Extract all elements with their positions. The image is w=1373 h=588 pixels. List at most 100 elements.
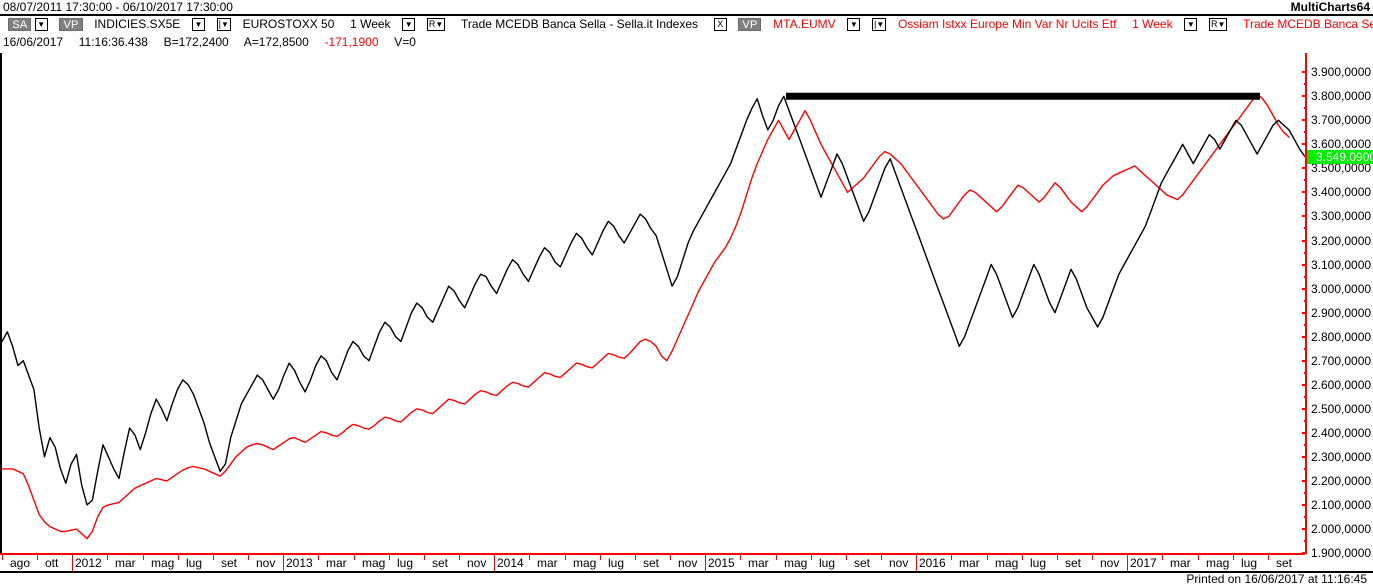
resolution-1-dropdown-button[interactable]: ▼	[402, 18, 416, 32]
date-axis-month-label: set	[1276, 556, 1293, 570]
vp-badge-1[interactable]: VP	[59, 18, 83, 32]
date-axis-year-separator	[283, 555, 284, 571]
price-axis-label: 1.900,0000	[1311, 546, 1372, 560]
date-axis-year-separator	[72, 555, 73, 571]
price-tick	[1302, 71, 1307, 74]
price-axis-label: 3.300,0000	[1311, 209, 1372, 224]
date-axis-month-label: nov	[678, 556, 698, 570]
resolution-2[interactable]: 1 Week	[1132, 17, 1173, 32]
date-axis-month-label: set	[854, 556, 871, 570]
resolution-1[interactable]: 1 Week	[350, 17, 391, 32]
symbol-1[interactable]: INDICIES.SX5E	[94, 17, 181, 32]
date-axis-tick	[811, 555, 812, 560]
price-minor-tick	[1304, 107, 1307, 110]
date-axis-tick	[143, 555, 144, 560]
symbol-2[interactable]: MTA.EUMV	[773, 17, 836, 32]
price-tick	[1302, 455, 1307, 458]
date-axis-year-label: 2015	[708, 556, 735, 570]
date-axis-month-label: mag	[573, 556, 597, 570]
date-axis-year-separator	[494, 555, 495, 571]
price-tick	[1302, 311, 1307, 314]
date-axis-tick	[1233, 555, 1234, 560]
price-axis-label: 3.400,0000	[1311, 185, 1372, 200]
date-axis-tick	[459, 555, 460, 560]
date-axis-tick	[1268, 555, 1269, 560]
date-axis-top-line	[0, 553, 1305, 555]
series-eurostoxx-line	[2, 95, 1305, 506]
resolution-2-dropdown-button[interactable]: ▼	[1184, 18, 1198, 32]
date-axis-month-label: lug	[1030, 556, 1047, 570]
date-axis-tick	[1057, 555, 1058, 560]
price-minor-tick	[1304, 443, 1307, 446]
date-axis-tick	[318, 555, 319, 560]
price-minor-tick	[1304, 419, 1307, 422]
date-axis-month-label: ott	[45, 556, 59, 570]
date-axis-tick	[1198, 555, 1199, 560]
price-axis-label: 2.700,0000	[1311, 353, 1372, 368]
price-axis-label: 2.000,0000	[1311, 521, 1372, 536]
price-axis-label: 3.900,0000	[1311, 65, 1372, 80]
price-minor-tick	[1304, 467, 1307, 470]
exchange-info-1: Trade MCEDB Banca Sella - Sella.it Index…	[461, 17, 699, 32]
sa-dropdown-button[interactable]: ▼	[34, 18, 48, 32]
date-axis-month-label: lug	[397, 556, 414, 570]
date-axis-year-label: 2012	[75, 556, 102, 570]
date-axis-tick	[37, 555, 38, 560]
quote-change: -171,1900	[324, 35, 379, 49]
r-button-2[interactable]: R▼	[1208, 18, 1228, 32]
price-axis-label: 2.500,0000	[1311, 401, 1372, 416]
quote-date: 16/06/2017	[3, 35, 64, 49]
date-axis-tick	[987, 555, 988, 560]
date-axis-tick	[565, 555, 566, 560]
date-axis-tick	[776, 555, 777, 560]
plot-canvas[interactable]	[2, 53, 1305, 553]
date-axis-tick	[389, 555, 390, 560]
price-axis-label: 2.900,0000	[1311, 305, 1372, 320]
quote-line: 16/06/2017 11:16:36.438 B=172,2400 A=172…	[3, 35, 416, 49]
price-minor-tick	[1304, 299, 1307, 302]
price-tick	[1302, 479, 1307, 482]
quote-ask: A=172,8500	[243, 35, 309, 49]
date-axis-tick	[2, 555, 3, 560]
price-tick	[1302, 527, 1307, 530]
date-axis-month-label: mar	[326, 556, 347, 570]
symbol-2-dropdown-button[interactable]: ▼	[847, 18, 861, 32]
sa-badge[interactable]: SA	[8, 18, 32, 32]
close-instrument-1-button[interactable]: X	[713, 18, 727, 32]
symbol-1-dropdown-button[interactable]: ▼	[191, 18, 205, 32]
price-tick	[1302, 239, 1307, 242]
date-axis-tick	[424, 555, 425, 560]
date-axis-tick	[881, 555, 882, 560]
price-axis-label: 2.800,0000	[1311, 329, 1372, 344]
price-axis-label: 2.400,0000	[1311, 425, 1372, 440]
date-axis-month-label: mag	[151, 556, 175, 570]
price-axis-line	[1305, 53, 1307, 553]
printed-timestamp: Printed on 16/06/2017 at 11:16:45	[1186, 572, 1367, 586]
price-minor-tick	[1304, 491, 1307, 494]
date-axis-month-label: nov	[1100, 556, 1120, 570]
price-tick	[1302, 167, 1307, 170]
date-axis-year-label: 2017	[1130, 556, 1157, 570]
symbol-2-info-dropdown-button[interactable]: |▼	[872, 18, 887, 32]
symbol-1-info-dropdown-button[interactable]: |▼	[216, 18, 231, 32]
footer-bar: Printed on 16/06/2017 at 11:16:45	[0, 572, 1373, 588]
date-axis-year-label: 2013	[286, 556, 313, 570]
price-tick	[1302, 359, 1307, 362]
date-axis-tick	[1162, 555, 1163, 560]
r-button-1[interactable]: R▼	[426, 18, 446, 32]
date-axis[interactable]: ago ott 2012 mar mag lug set nov 2013 mar mag lug se…	[0, 553, 1373, 573]
date-axis-month-label: set	[432, 556, 449, 570]
date-axis-tick	[1092, 555, 1093, 560]
date-axis-tick	[740, 555, 741, 560]
price-series-svg	[2, 92, 1305, 540]
date-axis-month-label: lug	[186, 556, 203, 570]
date-axis-year-separator	[705, 555, 706, 571]
chart-area[interactable]: 3.900,0000 3.800,0000 3.700,0000 3.600,0000…	[0, 53, 1373, 560]
price-minor-tick	[1304, 539, 1307, 542]
price-axis-label: 2.100,0000	[1311, 497, 1372, 512]
price-minor-tick	[1304, 251, 1307, 254]
price-minor-tick	[1304, 371, 1307, 374]
vp-badge-2[interactable]: VP	[738, 18, 762, 32]
date-axis-month-label: nov	[889, 556, 909, 570]
price-axis[interactable]: 3.900,0000 3.800,0000 3.700,0000 3.600,0000…	[1302, 53, 1373, 560]
